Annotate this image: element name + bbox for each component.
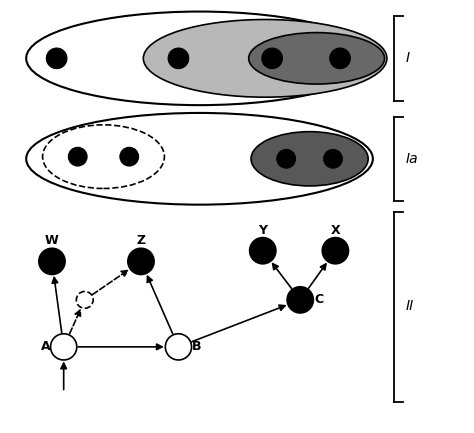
Ellipse shape — [128, 248, 154, 275]
Text: A: A — [41, 340, 51, 353]
Text: W: W — [45, 234, 59, 247]
Text: II: II — [406, 299, 414, 313]
Ellipse shape — [165, 334, 191, 360]
Ellipse shape — [51, 334, 77, 360]
Ellipse shape — [322, 238, 348, 264]
Ellipse shape — [120, 147, 138, 166]
Ellipse shape — [324, 149, 342, 168]
Ellipse shape — [330, 48, 350, 69]
Text: Ia: Ia — [406, 152, 418, 166]
Text: Z: Z — [137, 234, 146, 247]
Text: X: X — [330, 224, 340, 237]
Ellipse shape — [168, 48, 189, 69]
Ellipse shape — [287, 287, 313, 313]
Ellipse shape — [262, 48, 283, 69]
Text: Y: Y — [258, 224, 267, 237]
Text: I: I — [406, 52, 410, 65]
Ellipse shape — [76, 291, 93, 308]
Text: C: C — [314, 293, 324, 307]
Ellipse shape — [251, 132, 368, 186]
Ellipse shape — [26, 113, 373, 205]
Ellipse shape — [277, 149, 296, 168]
Ellipse shape — [26, 12, 373, 105]
Text: B: B — [191, 340, 201, 353]
Ellipse shape — [39, 248, 65, 275]
Ellipse shape — [43, 125, 164, 188]
Ellipse shape — [143, 19, 387, 97]
Ellipse shape — [68, 147, 87, 166]
Ellipse shape — [250, 238, 276, 264]
Ellipse shape — [249, 32, 384, 84]
Ellipse shape — [46, 48, 67, 69]
